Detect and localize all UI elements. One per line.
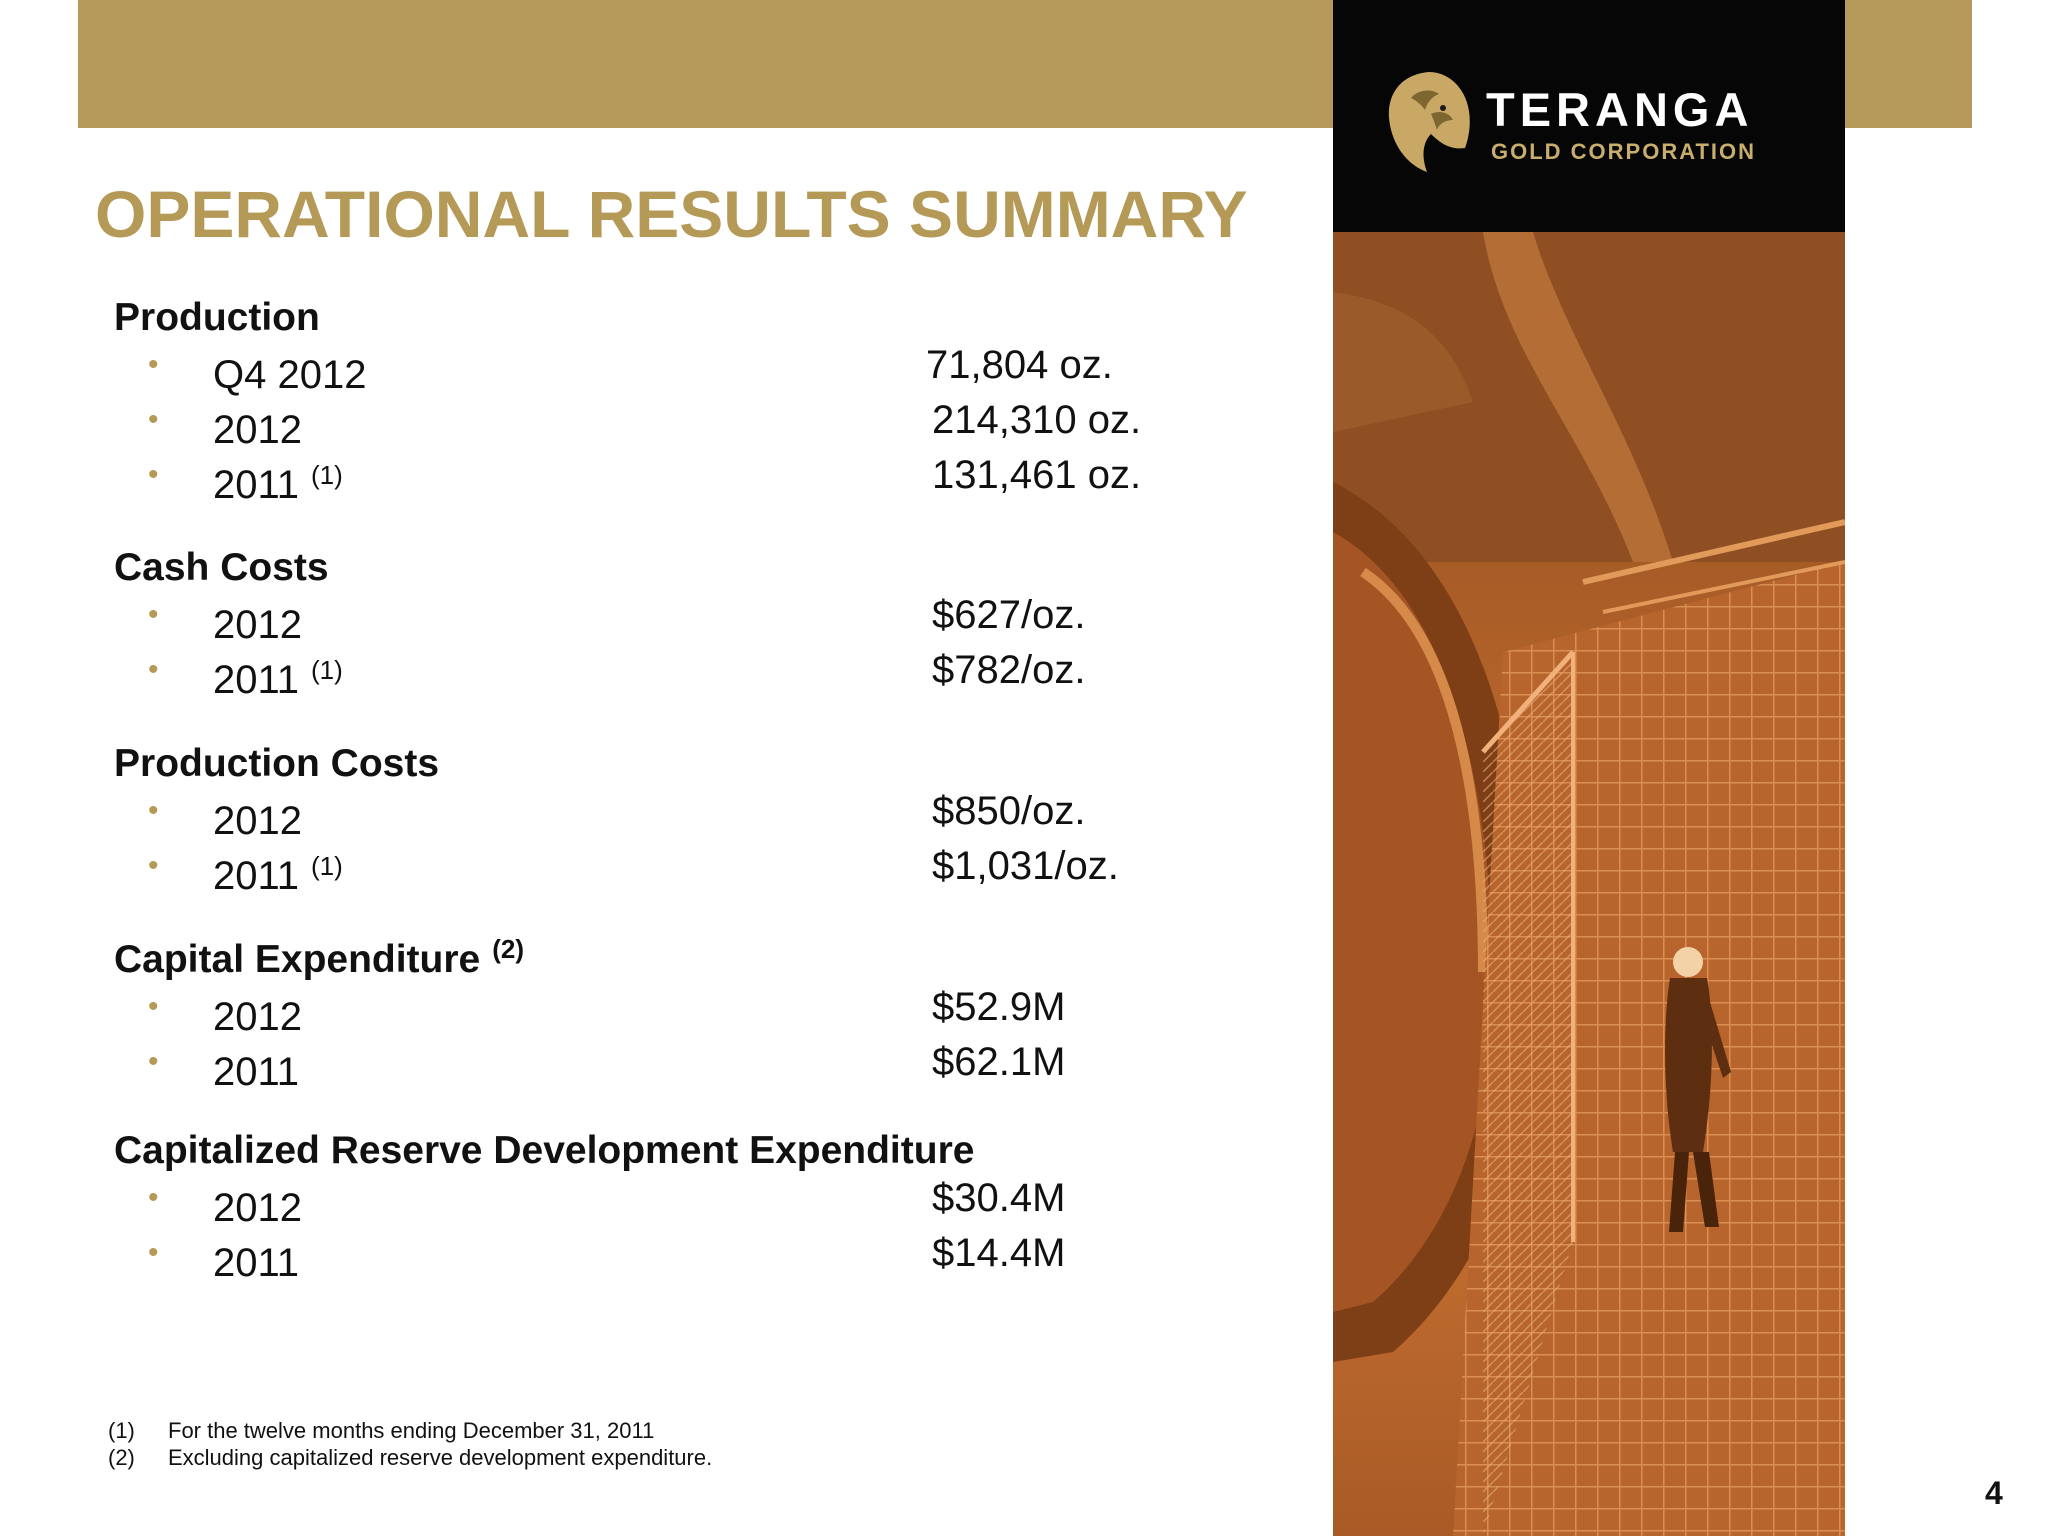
row-label: 2012: [213, 995, 302, 1039]
list-item: • 2011 (1) $1,031/oz.: [0, 841, 1200, 898]
mine-photo-illustration: [1333, 232, 1845, 1536]
lion-icon: [1388, 72, 1470, 172]
list-item: • 2012 $52.9M: [0, 982, 1200, 1039]
row-value: $30.4M: [932, 1176, 1066, 1220]
page-title: OPERATIONAL RESULTS SUMMARY: [95, 177, 1248, 251]
list-item: • 2012 $627/oz.: [0, 590, 1200, 647]
list-item: • 2011 $62.1M: [0, 1037, 1200, 1094]
bullet-icon: •: [148, 653, 159, 686]
row-label: 2011 (1): [213, 460, 343, 507]
row-label: 2012: [213, 603, 302, 647]
footnote-text: For the twelve months ending December 31…: [168, 1418, 655, 1443]
bullet-icon: •: [148, 1181, 159, 1214]
row-value: 131,461 oz.: [932, 453, 1142, 497]
list-item: • 2011 $14.4M: [0, 1228, 1200, 1285]
section-heading-production: Production: [114, 296, 320, 339]
row-value: $1,031/oz.: [932, 844, 1119, 888]
row-label: Q4 2012: [213, 353, 367, 397]
section-heading-production-costs: Production Costs: [114, 742, 440, 785]
list-item: • Q4 2012 71,804 oz.: [0, 340, 1200, 397]
list-item: • 2011 (1) $782/oz.: [0, 645, 1200, 702]
section-heading-capital-expenditure: Capital Expenditure (2): [114, 934, 525, 981]
row-value: 214,310 oz.: [932, 398, 1142, 442]
row-value: $62.1M: [932, 1040, 1066, 1084]
row-label: 2011: [213, 1241, 300, 1285]
list-item: • 2012 $30.4M: [0, 1173, 1200, 1230]
bullet-icon: •: [148, 403, 159, 436]
company-logo: TERANGA GOLD CORPORATION: [1333, 0, 1845, 232]
row-value: $52.9M: [932, 985, 1066, 1029]
page-number: 4: [1985, 1475, 2003, 1511]
footnote-text: Excluding capitalized reserve developmen…: [168, 1445, 713, 1470]
row-value: $14.4M: [932, 1231, 1066, 1275]
bullet-icon: •: [148, 794, 159, 827]
mine-photo: [1333, 232, 1845, 1536]
bullet-icon: •: [148, 348, 159, 381]
list-item: • 2011 (1) 131,461 oz.: [0, 450, 1200, 507]
list-item: • 2012 $850/oz.: [0, 786, 1200, 843]
row-value: $850/oz.: [932, 789, 1086, 833]
list-item: • 2012 214,310 oz.: [0, 395, 1200, 452]
row-label: 2012: [213, 408, 302, 452]
row-label: 2012: [213, 799, 302, 843]
row-label: 2011 (1): [213, 851, 343, 898]
bullet-icon: •: [148, 1236, 159, 1269]
section-heading-reserve-development: Capitalized Reserve Development Expendit…: [114, 1129, 975, 1172]
row-value: 71,804 oz.: [926, 343, 1113, 387]
row-label: 2011 (1): [213, 655, 343, 702]
bullet-icon: •: [148, 990, 159, 1023]
bullet-icon: •: [148, 458, 159, 491]
brand-name: TERANGA: [1486, 83, 1754, 136]
row-value: $782/oz.: [932, 648, 1086, 692]
footnote-number: (2): [108, 1445, 135, 1470]
bullet-icon: •: [148, 1045, 159, 1078]
bullet-icon: •: [148, 849, 159, 882]
row-label: 2012: [213, 1186, 302, 1230]
brand-subtitle: GOLD CORPORATION: [1491, 139, 1757, 164]
row-label: 2011: [213, 1050, 300, 1094]
section-heading-cash-costs: Cash Costs: [114, 546, 329, 589]
row-value: $627/oz.: [932, 593, 1086, 637]
bullet-icon: •: [148, 598, 159, 631]
footnote-number: (1): [108, 1418, 135, 1443]
